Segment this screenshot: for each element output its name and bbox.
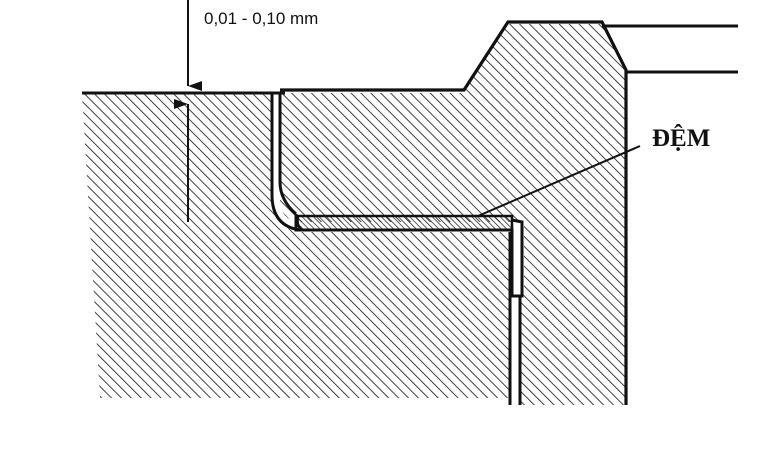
- gasket-label: ĐỆM: [652, 124, 710, 152]
- lower-block-outline: [82, 91, 301, 232]
- upper-part-top-profile: [280, 20, 628, 405]
- dimension-label: 0,01 - 0,10 mm: [204, 9, 318, 28]
- gasket-leader-line: [477, 145, 641, 217]
- gasket: [296, 214, 514, 232]
- upper-part: [280, 24, 626, 405]
- upper-part-outline: [278, 93, 298, 216]
- upper-part-step-inner: [294, 214, 524, 298]
